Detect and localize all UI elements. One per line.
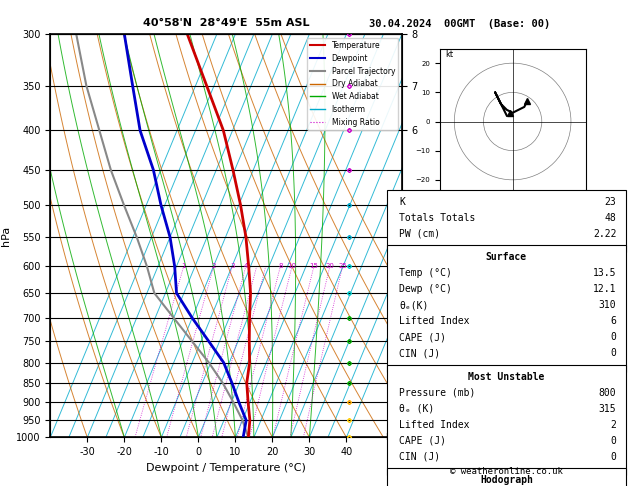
Title: 40°58'N  28°49'E  55m ASL: 40°58'N 28°49'E 55m ASL (143, 17, 309, 28)
Text: CAPE (J): CAPE (J) (399, 436, 447, 446)
Text: K: K (399, 197, 405, 207)
Text: 13.5: 13.5 (593, 268, 616, 278)
Text: 48: 48 (604, 213, 616, 223)
Text: Totals Totals: Totals Totals (399, 213, 476, 223)
Text: 30.04.2024  00GMT  (Base: 00): 30.04.2024 00GMT (Base: 00) (369, 19, 550, 30)
Text: Lifted Index: Lifted Index (399, 420, 470, 430)
Text: 0: 0 (611, 452, 616, 462)
Text: Lifted Index: Lifted Index (399, 316, 470, 327)
Text: 1: 1 (181, 263, 186, 269)
Text: 25: 25 (338, 263, 347, 269)
Text: 2: 2 (611, 420, 616, 430)
Text: 8: 8 (278, 263, 282, 269)
Text: 0: 0 (611, 332, 616, 343)
Text: 0: 0 (611, 348, 616, 359)
Text: Hodograph: Hodograph (480, 475, 533, 486)
Text: 4: 4 (243, 263, 248, 269)
Text: 2: 2 (211, 263, 216, 269)
Text: CAPE (J): CAPE (J) (399, 332, 447, 343)
Text: 3: 3 (230, 263, 235, 269)
Text: θₑ(K): θₑ(K) (399, 300, 429, 311)
Text: Pressure (mb): Pressure (mb) (399, 388, 476, 398)
Text: 2.22: 2.22 (593, 229, 616, 239)
Text: CIN (J): CIN (J) (399, 348, 440, 359)
X-axis label: Dewpoint / Temperature (°C): Dewpoint / Temperature (°C) (146, 463, 306, 473)
Text: kt: kt (445, 51, 454, 59)
Text: PW (cm): PW (cm) (399, 229, 440, 239)
Text: 20: 20 (325, 263, 335, 269)
Text: 310: 310 (599, 300, 616, 311)
Text: Temp (°C): Temp (°C) (399, 268, 452, 278)
Y-axis label: km
ASL: km ASL (423, 228, 443, 243)
Text: 15: 15 (309, 263, 318, 269)
Text: 800: 800 (599, 388, 616, 398)
Text: Surface: Surface (486, 252, 527, 262)
Text: θₑ (K): θₑ (K) (399, 404, 435, 414)
Text: 10: 10 (287, 263, 296, 269)
Text: 12.1: 12.1 (593, 284, 616, 295)
Text: Dewp (°C): Dewp (°C) (399, 284, 452, 295)
Text: CIN (J): CIN (J) (399, 452, 440, 462)
Text: © weatheronline.co.uk: © weatheronline.co.uk (450, 467, 563, 476)
Text: LCL: LCL (385, 433, 400, 442)
Text: 23: 23 (604, 197, 616, 207)
Y-axis label: hPa: hPa (1, 226, 11, 246)
Text: 0: 0 (611, 436, 616, 446)
Text: 6: 6 (611, 316, 616, 327)
Legend: Temperature, Dewpoint, Parcel Trajectory, Dry Adiabat, Wet Adiabat, Isotherm, Mi: Temperature, Dewpoint, Parcel Trajectory… (307, 38, 398, 130)
Text: Most Unstable: Most Unstable (468, 372, 545, 382)
Text: 315: 315 (599, 404, 616, 414)
